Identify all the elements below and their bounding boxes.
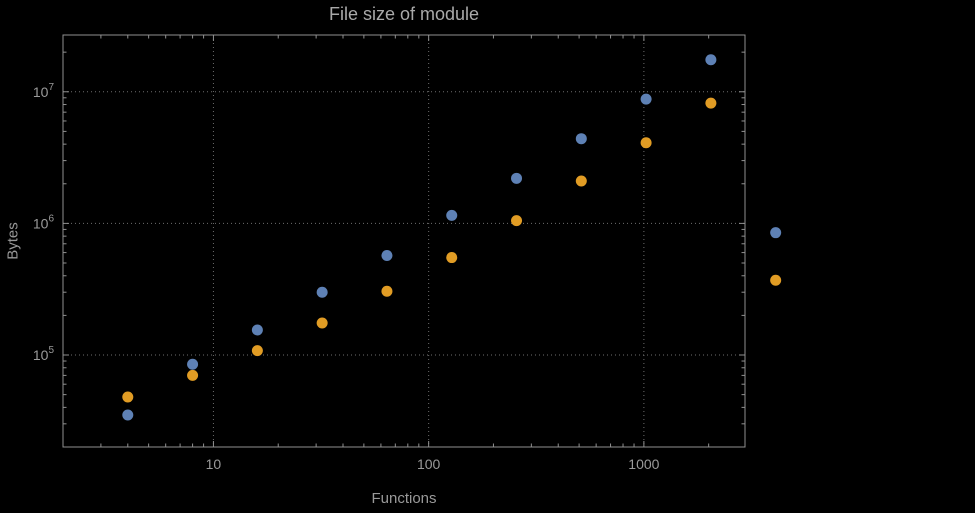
x-tick-label: 100	[417, 456, 441, 472]
data-point-series-orange	[705, 97, 717, 109]
x-tick-label: 1000	[628, 456, 659, 472]
data-point-series-orange	[770, 274, 782, 286]
data-point-series-blue	[251, 324, 263, 336]
data-point-series-blue	[187, 358, 199, 370]
data-point-series-orange	[511, 215, 523, 227]
data-point-series-blue	[381, 250, 393, 262]
y-tick-label: 106	[33, 213, 55, 231]
data-point-series-orange	[122, 391, 134, 403]
x-tick-label: 10	[206, 456, 222, 472]
data-point-series-blue	[122, 409, 134, 421]
data-point-series-blue	[446, 209, 458, 221]
data-point-series-orange	[575, 175, 587, 187]
data-point-series-blue	[316, 286, 328, 298]
x-axis-label: Functions	[371, 490, 437, 507]
chart-title: File size of module	[328, 4, 480, 24]
data-point-series-orange	[446, 252, 458, 264]
data-point-series-orange	[316, 317, 328, 329]
data-point-series-blue	[640, 93, 652, 105]
y-tick-label: 107	[33, 82, 55, 100]
data-point-series-blue	[511, 172, 523, 184]
plot-frame	[62, 34, 746, 448]
data-point-series-blue	[770, 227, 782, 239]
data-point-series-orange	[251, 345, 263, 357]
data-point-series-blue	[705, 54, 717, 66]
y-tick-label: 105	[33, 345, 55, 363]
data-point-series-orange	[381, 285, 393, 297]
data-point-series-orange	[187, 369, 199, 381]
data-point-series-blue	[575, 133, 587, 145]
data-point-series-orange	[640, 137, 652, 149]
